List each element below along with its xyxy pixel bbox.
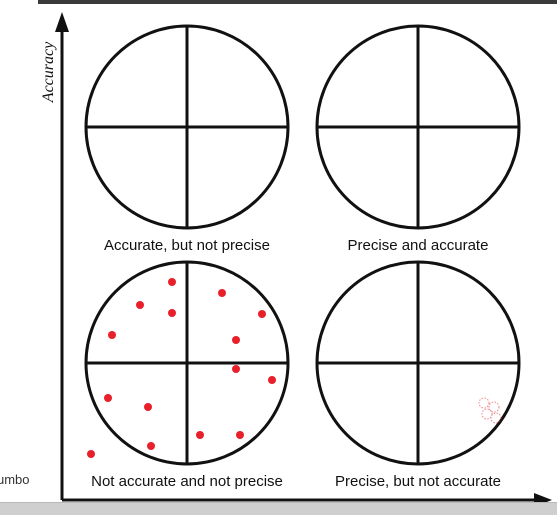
- hit-dot: [144, 403, 152, 411]
- hit-dot: [87, 450, 95, 458]
- target-top-left: Accurate, but not precise: [86, 26, 288, 254]
- hit-dot: [108, 331, 116, 339]
- faint-hit-dot: [479, 398, 489, 408]
- target-top-right: Precise and accurate: [317, 26, 519, 254]
- target-bottom-left: Not accurate and not precise: [86, 262, 288, 490]
- y-axis-arrowhead: [55, 12, 69, 32]
- hit-dot: [168, 309, 176, 317]
- bottom-scrollbar-area: [0, 502, 557, 515]
- hit-dot: [136, 301, 144, 309]
- hit-dot: [218, 289, 226, 297]
- target-label-precise-and-accurate: Precise and accurate: [348, 237, 489, 254]
- hit-dot: [236, 431, 244, 439]
- hit-dot: [168, 278, 176, 286]
- y-axis-label: Accuracy: [40, 41, 57, 103]
- scattered-hits: [87, 278, 276, 458]
- hit-dot: [147, 442, 155, 450]
- faint-hit-dot: [489, 402, 499, 412]
- faint-hit-dot: [491, 413, 501, 423]
- hit-dot: [232, 365, 240, 373]
- cut-off-text-fragment: umbo: [0, 472, 30, 487]
- target-label-accurate-not-precise: Accurate, but not precise: [104, 237, 270, 254]
- hit-dot: [268, 376, 276, 384]
- hit-dot: [258, 310, 266, 318]
- faint-hit-dot: [482, 409, 492, 419]
- target-label-not-accurate-not-precise: Not accurate and not precise: [91, 473, 283, 490]
- hit-dot: [196, 431, 204, 439]
- target-label-precise-not-accurate: Precise, but not accurate: [335, 473, 501, 490]
- hit-dot: [232, 336, 240, 344]
- hit-dot: [104, 394, 112, 402]
- target-bottom-right: Precise, but not accurate: [317, 262, 519, 490]
- faint-hit-cluster: [479, 398, 501, 423]
